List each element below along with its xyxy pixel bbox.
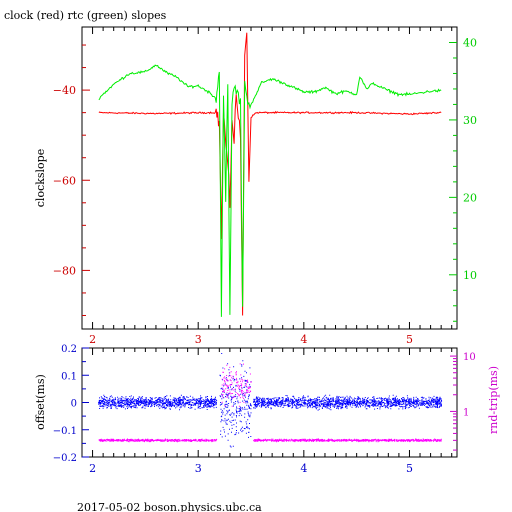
top-y-tick-label: −40 (53, 84, 76, 97)
series-points-rnd-trip (98, 363, 442, 443)
bottom-series (98, 353, 443, 448)
bottom-y2-tick-label: 1 (463, 407, 469, 418)
top-y2-tick-label: 30 (463, 114, 477, 127)
top-y-tick-label: −60 (53, 174, 76, 187)
footer-text: 2017-05-02 boson.physics.ubc.ca (77, 501, 262, 512)
bottom-y2-axis-label: rnd-trip(ms) (487, 366, 500, 434)
bottom-x-tick-label: 5 (406, 462, 413, 475)
top-series (98, 32, 442, 317)
top-y-tick-label: −80 (53, 264, 76, 277)
series-line-rtc (98, 64, 442, 317)
top-y-axis-label: clockslope (34, 149, 47, 207)
bottom-x-tick-label: 4 (300, 462, 307, 475)
top-x-tick-label: 4 (300, 333, 307, 346)
bottom-y-tick-label: 0 (71, 399, 77, 410)
bottom-y-tick-label: −0.1 (53, 426, 77, 437)
bottom-panel: 2 3 4 5 0.2 0.1 0 −0.1 −0.2 1 10 offset(ms) rnd-tr… (34, 344, 500, 475)
series-points-offset (98, 353, 443, 448)
top-y2-tick-label: 10 (463, 269, 477, 282)
bottom-y-tick-label: 0.2 (61, 344, 77, 355)
top-x-tick-label: 2 (89, 333, 96, 346)
chart-title: clock (red) rtc (green) slopes (4, 9, 167, 22)
bottom-x-tick-label: 3 (195, 462, 202, 475)
series-line-clock (98, 32, 442, 316)
top-panel: 2 3 4 5 −40 −60 −80 10 20 30 40 clockslope (34, 26, 477, 346)
bottom-y2-tick-label: 10 (463, 352, 476, 363)
top-y2-tick-label: 20 (463, 191, 477, 204)
top-x-tick-label: 5 (406, 333, 413, 346)
bottom-ticks: 2 3 4 5 0.2 0.1 0 −0.1 −0.2 1 10 (53, 344, 476, 475)
bottom-y-tick-label: −0.2 (53, 453, 77, 464)
bottom-y-tick-label: 0.1 (61, 371, 77, 382)
bottom-y-axis-label: offset(ms) (34, 374, 47, 430)
top-y2-tick-label: 40 (463, 36, 477, 49)
bottom-x-tick-label: 2 (89, 462, 96, 475)
top-plot-frame (81, 26, 458, 330)
top-ticks: 2 3 4 5 −40 −60 −80 10 20 30 40 (53, 27, 477, 346)
top-x-tick-label: 3 (195, 333, 202, 346)
